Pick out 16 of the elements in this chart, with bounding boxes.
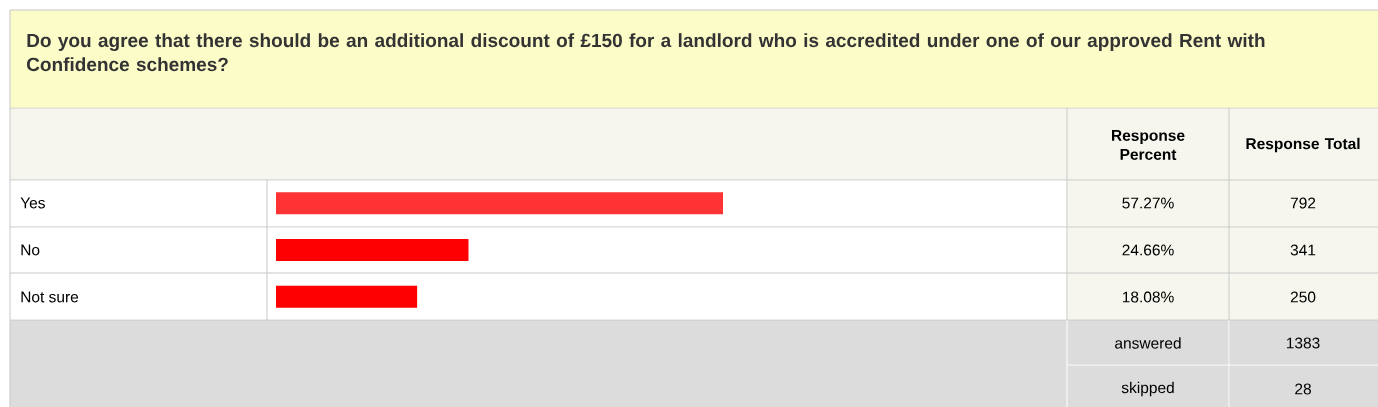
y-tick-label: No (21, 244, 40, 256)
data-label: 57.27% (1122, 197, 1174, 209)
data-label: 18.08% (1122, 291, 1174, 303)
text: 250 (1290, 291, 1316, 303)
text: answered (1115, 337, 1181, 349)
data-label: 24.66% (1122, 244, 1174, 256)
y-tick-label: Not sure (21, 291, 79, 303)
text: skipped (1121, 381, 1174, 397)
text: 792 (1290, 197, 1316, 209)
text: 1383 (1286, 337, 1320, 349)
text: 341 (1290, 244, 1316, 256)
text: Response Percent (1112, 130, 1185, 160)
text: Response Total (1246, 137, 1360, 153)
y-tick-label: Yes (20, 197, 45, 209)
text: 28 (1295, 383, 1311, 395)
chart-title: Do you agree that there should be an additional discount of £150 for a landlord who is accredited under one of our approved Rent with Confidence schemes? (26, 33, 1265, 72)
